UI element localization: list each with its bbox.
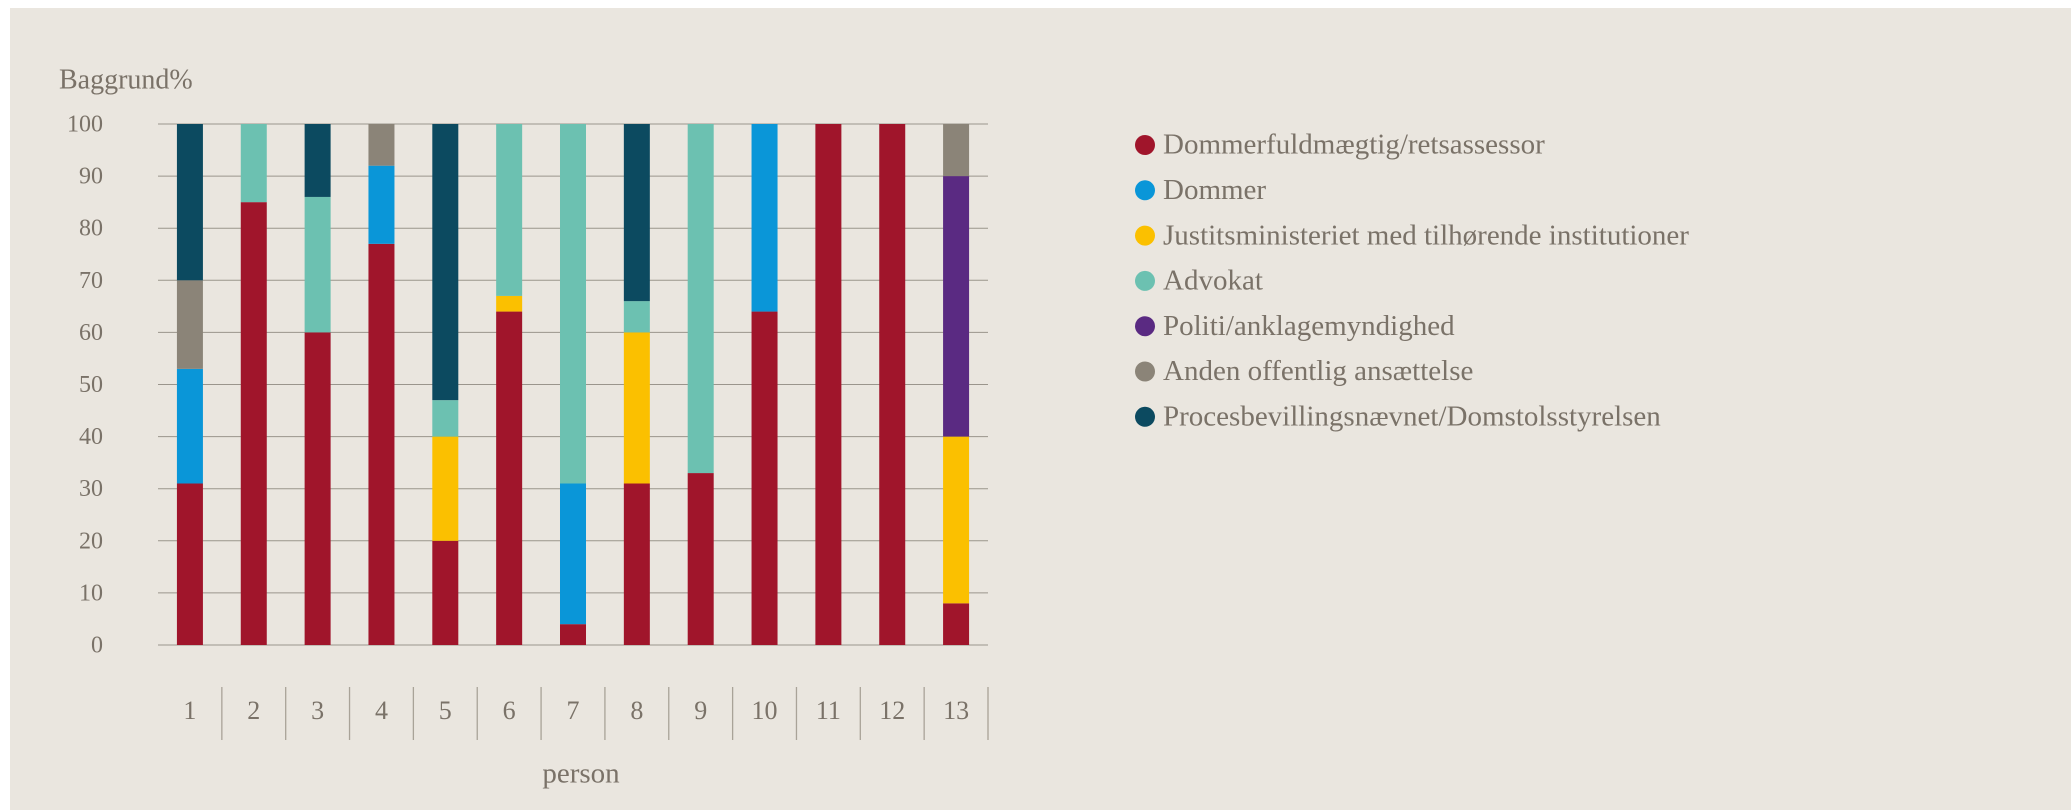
- bar-segment: [687, 473, 714, 645]
- legend-label: Dommer: [1163, 174, 1266, 206]
- bar-segment: [751, 124, 778, 312]
- y-tick-label: 30: [79, 476, 103, 502]
- y-tick-label: 50: [79, 372, 103, 398]
- bar-segment: [623, 483, 650, 645]
- legend-marker: [1135, 225, 1155, 246]
- legend-marker: [1135, 270, 1155, 291]
- x-tick-label: 8: [630, 696, 643, 725]
- bar-segment: [368, 124, 395, 166]
- bar-segment: [176, 280, 203, 369]
- bar-segment: [240, 124, 267, 203]
- bar-segment: [304, 124, 331, 197]
- bar-segment: [176, 483, 203, 645]
- bar-segment: [943, 436, 970, 604]
- background: [10, 8, 2071, 810]
- bar-segment: [879, 124, 906, 645]
- legend-label: Advokat: [1163, 265, 1263, 297]
- legend-marker: [1135, 406, 1155, 427]
- x-tick-label: 6: [503, 696, 516, 725]
- x-tick-label: 9: [694, 696, 707, 725]
- legend-marker: [1135, 316, 1155, 337]
- bar-segment: [560, 624, 586, 645]
- legend-marker: [1135, 135, 1155, 155]
- x-tick-label: 13: [943, 696, 969, 725]
- bar-segment: [432, 540, 459, 645]
- x-tick-label: 11: [816, 696, 841, 725]
- bar-segment: [943, 124, 970, 177]
- x-tick-label: 12: [879, 696, 905, 725]
- y-tick-label: 10: [79, 580, 103, 606]
- x-axis-label: person: [542, 758, 620, 790]
- x-tick-label: 7: [567, 696, 580, 725]
- y-axis-label: Baggrund%: [59, 64, 193, 95]
- y-tick-label: 60: [79, 320, 103, 346]
- x-tick-label: 3: [311, 696, 324, 725]
- legend-label: Procesbevillingsnævnet/Domstolsstyrelsen: [1163, 400, 1661, 432]
- bar-segment: [943, 603, 970, 645]
- bar-segment: [432, 436, 459, 541]
- legend-label: Justitsministeriet med tilhørende instit…: [1163, 219, 1689, 251]
- bar-segment: [623, 124, 650, 302]
- bar-segment: [432, 124, 459, 401]
- bar-segment: [560, 483, 586, 625]
- bar-segment: [304, 196, 331, 333]
- y-tick-label: 90: [79, 164, 103, 190]
- y-tick-label: 100: [67, 112, 103, 138]
- bar-segment: [176, 124, 203, 281]
- bar-segment: [368, 165, 395, 244]
- bar-segment: [176, 368, 203, 484]
- y-tick-label: 40: [79, 424, 103, 450]
- x-tick-label: 1: [183, 696, 196, 725]
- x-tick-label: 2: [247, 696, 260, 725]
- legend-label: Anden offentlig ansættelse: [1163, 355, 1473, 387]
- x-tick-label: 5: [439, 696, 452, 725]
- bar-segment: [815, 124, 842, 645]
- bar-segment: [560, 124, 586, 484]
- y-tick-label: 80: [79, 216, 103, 242]
- x-tick-label: 10: [752, 696, 778, 725]
- bar-segment: [304, 332, 331, 645]
- bar-segment: [943, 176, 970, 437]
- bar-segment: [496, 295, 523, 312]
- legend-marker: [1135, 180, 1155, 201]
- bar-segment: [623, 332, 650, 484]
- bar-segment: [623, 301, 650, 333]
- bar-segment: [751, 311, 778, 645]
- x-tick-label: 4: [375, 696, 388, 725]
- bar-segment: [240, 202, 267, 645]
- y-tick-label: 70: [79, 268, 103, 294]
- legend-label: Politi/anklagemyndighed: [1163, 310, 1455, 342]
- bar-segment: [432, 400, 459, 437]
- bar-segment: [687, 124, 714, 474]
- legend-marker: [1135, 361, 1155, 382]
- y-tick-label: 20: [79, 528, 103, 554]
- bar-segment: [496, 124, 523, 296]
- legend-label: Dommerfuldmægtig/retsassessor: [1163, 129, 1545, 161]
- bar-segment: [496, 311, 523, 645]
- y-tick-label: 0: [91, 633, 103, 659]
- bar-segment: [368, 243, 395, 645]
